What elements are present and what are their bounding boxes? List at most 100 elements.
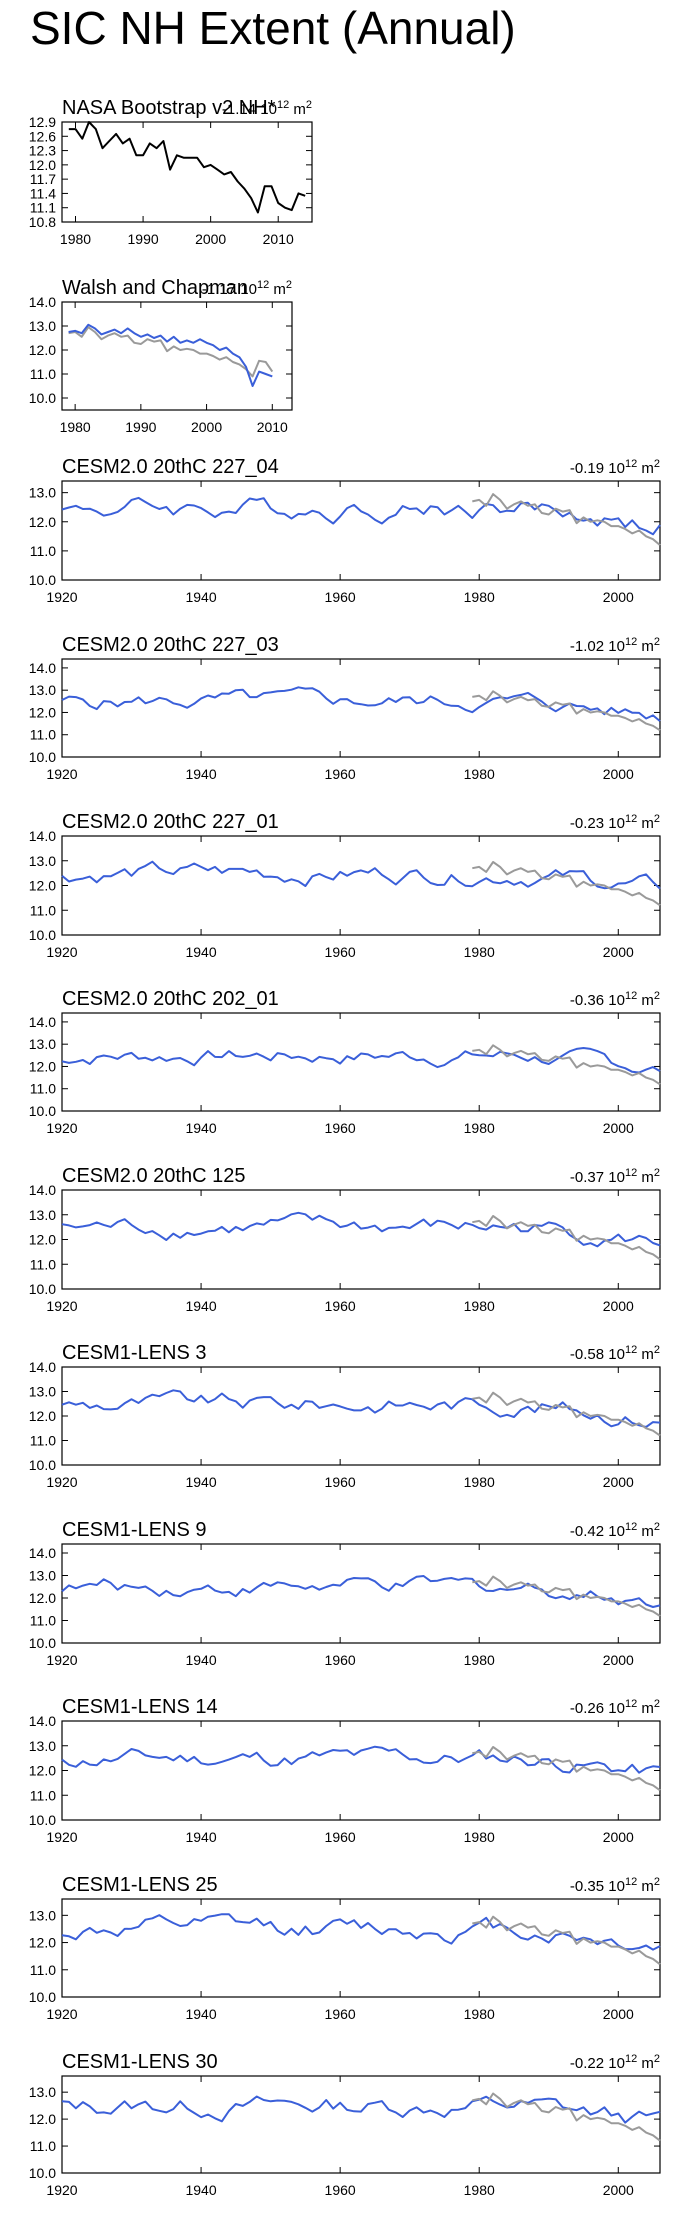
y-tick-label: 10.8 bbox=[29, 214, 56, 230]
plot-frame bbox=[61, 1012, 661, 1112]
trend-label: -0.22 1012 m2 bbox=[570, 2053, 660, 2072]
y-tick-label: 13.0 bbox=[29, 1907, 56, 1923]
x-tick-label: 2000 bbox=[603, 1474, 634, 1490]
x-tick-label: 1940 bbox=[185, 1120, 216, 1136]
y-tick-label: 14.0 bbox=[29, 1545, 56, 1561]
y-tick-label: 13.0 bbox=[29, 1738, 56, 1754]
x-tick-label: 1980 bbox=[464, 1829, 495, 1845]
x-tick-label: 1920 bbox=[46, 589, 77, 605]
series-line-obs_overlay bbox=[68, 326, 274, 378]
y-tick-label: 11.0 bbox=[30, 1081, 56, 1097]
trend-label: -0.42 1012 m2 bbox=[570, 1521, 660, 1540]
x-tick-label: 1960 bbox=[325, 1120, 356, 1136]
series-line-model bbox=[61, 686, 661, 722]
panel-12: CESM1-LENS 30 -0.22 1012 m2 10.0 11.0 12.0 13… bbox=[29, 2051, 661, 2198]
panel-title: Walsh and Chapman bbox=[62, 277, 248, 299]
panel-4: CESM2.0 20thC 227_03 -1.02 1012 m2 10.0 11.… bbox=[29, 634, 661, 782]
trend-label: -0.37 1012 m2 bbox=[570, 1167, 660, 1186]
y-tick-label: 10.0 bbox=[29, 572, 56, 588]
series-line-model bbox=[68, 323, 273, 387]
plot-frame bbox=[61, 1366, 661, 1466]
x-tick-label: 1920 bbox=[46, 1652, 77, 1668]
x-tick-label: 2000 bbox=[603, 1652, 634, 1668]
panel-title: CESM2.0 20thC 125 bbox=[62, 1165, 245, 1187]
panel-title: CESM1-LENS 14 bbox=[62, 1696, 218, 1718]
plot-frame bbox=[61, 658, 661, 758]
y-tick-label: 11.0 bbox=[30, 543, 56, 559]
y-tick-label: 11.0 bbox=[30, 1433, 56, 1449]
y-tick-label: 13.0 bbox=[29, 485, 56, 501]
plot-frame bbox=[61, 121, 313, 223]
panel-6: CESM2.0 20thC 202_01 -0.36 1012 m2 10.0 11.… bbox=[29, 988, 661, 1136]
x-tick-label: 1980 bbox=[464, 589, 495, 605]
x-tick-label: 1920 bbox=[46, 1298, 77, 1314]
panel-5: CESM2.0 20thC 227_01 -0.23 1012 m2 10.0 11.… bbox=[29, 811, 661, 960]
x-tick-label: 1940 bbox=[185, 2182, 216, 2198]
x-tick-label: 2000 bbox=[603, 2006, 634, 2022]
panel-title: CESM1-LENS 3 bbox=[62, 1342, 207, 1364]
x-tick-label: 1980 bbox=[464, 2006, 495, 2022]
y-tick-label: 10.0 bbox=[29, 927, 56, 943]
y-tick-label: 14.0 bbox=[29, 294, 56, 310]
y-tick-label: 11.0 bbox=[30, 902, 56, 918]
trend-label: -0.26 1012 m2 bbox=[570, 1698, 660, 1717]
y-tick-label: 13.0 bbox=[29, 1036, 56, 1052]
y-tick-label: 12.0 bbox=[29, 342, 56, 358]
series-line-model bbox=[61, 1389, 661, 1428]
panel-title: CESM1-LENS 25 bbox=[62, 1874, 218, 1896]
y-tick-label: 11.0 bbox=[30, 727, 56, 743]
y-tick-label: 12.0 bbox=[29, 878, 56, 894]
series-line-observations bbox=[472, 1044, 661, 1086]
panel-title: NASA Bootstrap v2 NH* bbox=[62, 97, 276, 119]
y-tick-label: 10.0 bbox=[29, 1103, 56, 1119]
y-tick-label: 11.0 bbox=[30, 1613, 56, 1629]
x-tick-label: 1980 bbox=[464, 766, 495, 782]
y-tick-label: 12.0 bbox=[29, 2111, 56, 2127]
y-tick-label: 10.0 bbox=[29, 749, 56, 765]
x-tick-label: 1940 bbox=[185, 1829, 216, 1845]
plot-frame bbox=[61, 1543, 661, 1644]
x-tick-label: 1960 bbox=[325, 1829, 356, 1845]
y-tick-label: 12.0 bbox=[29, 157, 56, 173]
plot-frame bbox=[61, 301, 293, 411]
y-tick-label: 12.0 bbox=[29, 1935, 56, 1951]
panel-title: CESM2.0 20thC 227_03 bbox=[62, 634, 279, 656]
trend-label: -1.02 1012 m2 bbox=[570, 636, 660, 655]
y-tick-label: 10.0 bbox=[29, 1281, 56, 1297]
y-tick-label: 11.1 bbox=[30, 200, 56, 216]
x-tick-label: 1920 bbox=[46, 766, 77, 782]
y-tick-label: 12.0 bbox=[29, 1058, 56, 1074]
x-tick-label: 1920 bbox=[46, 944, 77, 960]
series-line-model bbox=[61, 1745, 661, 1774]
x-tick-label: 1960 bbox=[325, 1474, 356, 1490]
series-line-observations bbox=[472, 861, 661, 907]
y-tick-label: 11.0 bbox=[30, 2138, 56, 2154]
trend-label: -1.14 1012 m2 bbox=[222, 99, 312, 118]
x-tick-label: 1960 bbox=[325, 2182, 356, 2198]
x-tick-label: 1980 bbox=[464, 1120, 495, 1136]
y-tick-label: 12.0 bbox=[29, 514, 56, 530]
y-tick-label: 14.0 bbox=[29, 828, 56, 844]
panel-8: CESM1-LENS 3 -0.58 1012 m2 10.0 11.0 12.0 13.… bbox=[29, 1342, 661, 1490]
x-tick-label: 1960 bbox=[325, 1652, 356, 1668]
y-tick-label: 10.0 bbox=[29, 390, 56, 406]
trend-label: -0.58 1012 m2 bbox=[570, 1344, 660, 1363]
trend-label: -0.35 1012 m2 bbox=[570, 1876, 660, 1895]
x-tick-label: 1980 bbox=[464, 1298, 495, 1314]
x-tick-label: 1940 bbox=[185, 1474, 216, 1490]
y-tick-label: 11.0 bbox=[30, 1256, 56, 1272]
panel-title: CESM2.0 20thC 227_04 bbox=[62, 456, 279, 478]
trend-label: -0.36 1012 m2 bbox=[570, 990, 660, 1009]
x-tick-label: 1940 bbox=[185, 2006, 216, 2022]
panel-title: CESM2.0 20thC 202_01 bbox=[62, 988, 279, 1010]
x-tick-label: 1940 bbox=[185, 589, 216, 605]
panel-title: CESM2.0 20thC 227_01 bbox=[62, 811, 279, 833]
x-tick-label: 2000 bbox=[603, 2182, 634, 2198]
plot-frame bbox=[61, 1898, 661, 1998]
x-tick-label: 1940 bbox=[185, 944, 216, 960]
x-tick-label: 2010 bbox=[263, 231, 294, 247]
series-line-model bbox=[61, 1575, 661, 1608]
panel-3: CESM2.0 20thC 227_04 -0.19 1012 m2 10.0 11.… bbox=[29, 456, 661, 605]
y-tick-label: 10.0 bbox=[29, 1457, 56, 1473]
